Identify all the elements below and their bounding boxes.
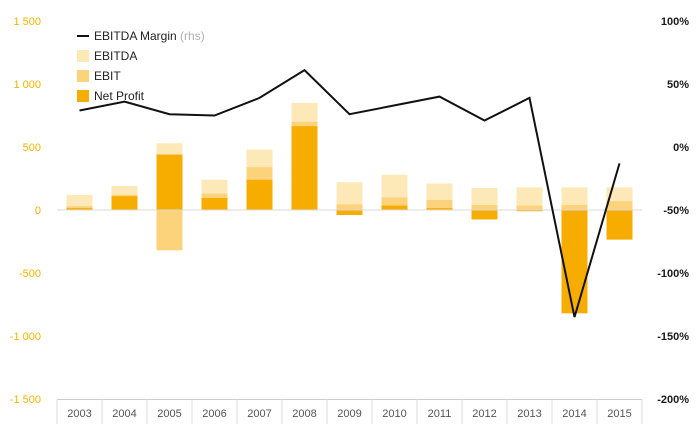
y-right-tick-label-0: -200%	[657, 394, 689, 406]
y-right-tick-label-2: -100%	[657, 268, 689, 280]
legend-swatch-net-profit	[77, 90, 89, 102]
bar-ebit-2013	[516, 205, 543, 210]
legend-label-ebitda: EBITDA	[94, 49, 137, 63]
line-ebitda-margin	[79, 68, 621, 318]
y-right-tick-label-6: 100%	[661, 16, 689, 28]
x-tick-label-2009: 2009	[337, 408, 361, 420]
bar-ebit-2015	[606, 201, 633, 210]
bar-net-profit-2007	[246, 179, 273, 210]
left-y-axis: -1 500 -1 000 -500 0 500 1 000 1 500	[10, 16, 41, 406]
x-tick-label-2014: 2014	[562, 408, 586, 420]
y-left-tick-label-4: 500	[23, 142, 41, 154]
bar-net-profit-2010	[381, 205, 408, 210]
y-left-tick-label-2: -500	[19, 268, 41, 280]
x-tick-label-2004: 2004	[112, 408, 136, 420]
bar-ebit-2005	[156, 210, 183, 251]
legend: EBITDA Margin (rhs) EBITDA EBIT Net Profit	[77, 29, 205, 103]
bars-layer	[66, 102, 633, 314]
x-tick-label-2015: 2015	[607, 408, 631, 420]
bar-net-profit-2006	[201, 198, 228, 210]
y-left-tick-label-6: 1 500	[13, 16, 41, 28]
y-right-tick-label-4: 0%	[673, 142, 689, 154]
y-right-tick-label-3: -50%	[663, 205, 689, 217]
bar-ebitda-2012	[471, 187, 498, 210]
x-axis: 2003 2004 2005 2006 2007 2008 2009 2010 2011 2012…	[56, 399, 643, 424]
bar-ebit-2011	[426, 199, 453, 210]
bar-ebit-2012	[471, 204, 498, 210]
y-left-tick-label-5: 1 000	[13, 79, 41, 91]
bar-ebitda-2014	[561, 187, 588, 210]
x-tick-label-2012: 2012	[472, 408, 496, 420]
bar-ebit-2014	[561, 204, 588, 210]
y-right-tick-label-1: -150%	[657, 331, 689, 343]
bar-net-profit-2015	[606, 210, 633, 240]
bar-net-profit-2009	[336, 210, 363, 216]
bar-ebitda-2013	[516, 187, 543, 210]
y-right-tick-label-5: 50%	[667, 79, 689, 91]
bar-net-profit-2011	[426, 208, 453, 210]
x-tick-label-2010: 2010	[382, 408, 406, 420]
bar-net-profit-2014	[561, 210, 588, 314]
x-tick-label-2011: 2011	[428, 408, 452, 420]
x-tick-label-2006: 2006	[202, 408, 226, 420]
legend-swatch-ebitda	[77, 50, 89, 62]
right-y-axis: -200% -150% -100% -50% 0% 50% 100%	[657, 16, 689, 406]
bar-net-profit-2012	[471, 210, 498, 220]
x-tick-label-2003: 2003	[67, 408, 91, 420]
legend-label-net-profit: Net Profit	[94, 89, 145, 103]
legend-label-ebitda-margin: EBITDA Margin (rhs)	[94, 29, 205, 43]
y-left-tick-label-0: -1 500	[10, 394, 41, 406]
y-left-tick-label-3: 0	[35, 205, 41, 217]
bar-net-profit-2008	[291, 126, 318, 210]
x-tick-label-2008: 2008	[292, 408, 316, 420]
bar-net-profit-2003	[66, 208, 93, 210]
x-tick-label-2013: 2013	[517, 408, 541, 420]
legend-swatch-ebit	[77, 70, 89, 82]
legend-label-ebit: EBIT	[94, 69, 121, 83]
y-left-tick-label-1: -1 000	[10, 331, 41, 343]
x-tick-label-2005: 2005	[157, 408, 181, 420]
margin-line-layer	[79, 68, 621, 318]
bar-net-profit-2004	[111, 196, 138, 210]
bar-net-profit-2013	[516, 210, 543, 212]
bar-net-profit-2005	[156, 154, 183, 210]
bar-ebit-2009	[336, 204, 363, 210]
x-tick-label-2007: 2007	[247, 408, 271, 420]
legend-suffix-ebitda-margin: (rhs)	[177, 29, 205, 43]
